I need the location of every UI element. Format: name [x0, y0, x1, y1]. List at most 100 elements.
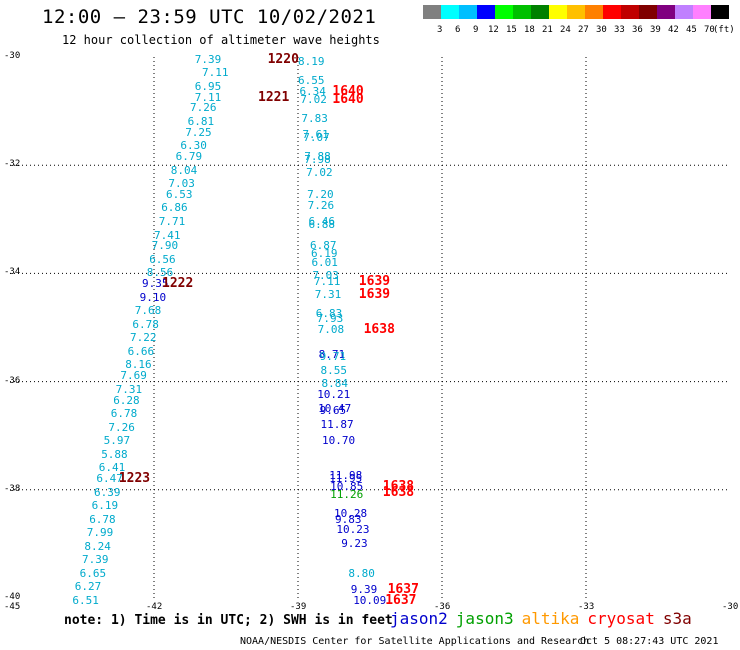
pass-time-label: 1637	[387, 581, 419, 597]
map-grid	[10, 57, 730, 598]
wave-height-value: 5.88	[101, 447, 128, 461]
color-swatch	[657, 5, 675, 19]
wave-height-value: 7.71	[158, 215, 186, 228]
color-scale-unit: (ft)	[713, 25, 735, 35]
wave-height-value: 11.87	[320, 417, 354, 431]
page-title: 12:00 – 23:59 UTC 10/02/2021	[42, 6, 377, 28]
pass-time-label: 1223	[118, 470, 151, 486]
wave-height-value: 10.47	[318, 401, 352, 415]
wave-height-value: 6.28	[113, 393, 140, 407]
color-scale-label: 33	[614, 25, 625, 35]
footer-credit: NOAA/NESDIS Center for Satellite Applica…	[240, 636, 590, 647]
wave-height-value: 6.78	[89, 512, 116, 526]
wave-height-value: 7.39	[82, 553, 109, 567]
color-scale-label: 21	[542, 25, 553, 35]
color-swatch	[585, 5, 603, 19]
wave-height-value: 6.34	[299, 85, 326, 99]
wave-height-value: 6.78	[110, 407, 138, 421]
color-scale-label: 42	[668, 25, 679, 35]
wave-height-value: 7.39	[194, 52, 222, 66]
wave-height-value: 7.99	[86, 526, 114, 540]
wave-height-value: 7.07	[303, 131, 330, 145]
wave-height-value: 6.79	[175, 150, 203, 164]
color-swatch	[477, 5, 495, 19]
color-scale-label: 15	[506, 25, 517, 35]
legend-altika: altika	[521, 609, 580, 628]
legend-cryosat: cryosat	[587, 609, 655, 628]
wave-height-value: 7.98	[304, 152, 331, 166]
lon-tick-label: -36	[434, 602, 451, 612]
color-scale-label: 6	[455, 25, 461, 35]
wave-height-value: 6.51	[72, 593, 99, 607]
wave-height-value: 7.68	[134, 304, 162, 318]
wave-height-value: 6.27	[74, 580, 102, 594]
wave-height-value: 8.80	[348, 566, 375, 580]
lat-tick-label: -32	[4, 159, 21, 170]
wave-height-value: 10.28	[334, 507, 368, 521]
wave-height-value: 10.85	[330, 480, 364, 494]
color-swatch	[531, 5, 549, 19]
wave-height-value: 7.11	[313, 274, 341, 288]
wave-height-value: 6.65	[79, 566, 107, 580]
wave-height-value: 9.83	[334, 512, 362, 526]
wave-height-value: 7.08	[317, 323, 345, 337]
lon-tick-label: -33	[578, 602, 595, 612]
color-scale-label: 12	[488, 25, 499, 35]
wave-height-value: 6.19	[91, 499, 119, 513]
wave-height-value: 6.46	[308, 215, 336, 228]
wave-height-value: 6.47	[96, 471, 123, 485]
wave-height-value: 7.31	[115, 382, 143, 396]
wave-height-value: 8.55	[320, 363, 348, 377]
lon-tick-label: -42	[146, 602, 163, 612]
color-scale-label: 36	[632, 25, 643, 35]
wave-height-value: 9.71	[319, 350, 347, 364]
lon-tick-label: -30	[722, 602, 739, 612]
color-swatch	[603, 5, 621, 19]
wave-height-value: 8.04	[170, 163, 198, 177]
wave-height-value: 6.30	[180, 139, 207, 153]
wave-height-value: 6.95	[194, 79, 222, 93]
wave-height-value: 6.86	[161, 201, 188, 215]
wave-height-value: 7.41	[154, 228, 181, 242]
pass-time-label: 1220	[267, 51, 299, 67]
wave-height-value: 8.24	[84, 539, 111, 553]
wave-height-value: 6.39	[94, 485, 121, 499]
wave-height-value: 10.70	[322, 434, 356, 448]
footnote: note: 1) Time is in UTC; 2) SWH is in fe…	[64, 613, 393, 628]
color-swatch	[459, 5, 477, 19]
lon-tick-label: -39	[290, 602, 307, 612]
color-swatch	[441, 5, 459, 19]
wave-height-value: 6.55	[298, 74, 325, 88]
wave-height-value: 7.02	[300, 93, 327, 107]
wave-height-value: 7.69	[120, 369, 147, 383]
wave-height-value: 10.21	[317, 388, 351, 402]
pass-time-label: 1638	[382, 479, 415, 495]
wave-height-value: 7.03	[312, 269, 339, 283]
wave-height-value: 6.53	[166, 187, 193, 201]
wave-height-value: 7.11	[202, 66, 229, 80]
wave-height-value: 7.61	[302, 128, 329, 142]
lat-tick-label: -30	[4, 51, 21, 61]
color-swatch	[675, 5, 693, 19]
pass-time-label: 1221	[258, 89, 290, 105]
wave-height-value: 6.19	[310, 247, 338, 261]
wave-height-value: 6.66	[127, 344, 155, 358]
wave-height-value: 7.22	[130, 331, 157, 345]
legend-jason2: jason2	[390, 609, 448, 628]
color-swatch	[711, 5, 729, 19]
color-swatch	[549, 5, 567, 19]
legend-s3a: s3a	[662, 609, 692, 628]
wave-height-value: 6.01	[311, 255, 338, 269]
color-swatch	[693, 5, 711, 19]
wave-height-value: 7.25	[185, 125, 212, 139]
color-scale-label: 9	[473, 25, 479, 35]
wave-height-value: 7.88	[304, 150, 331, 164]
wave-height-value: 9.39	[350, 582, 378, 596]
pass-time-label: 1638	[363, 322, 395, 338]
wave-height-value: 6.83	[315, 306, 343, 320]
color-swatch	[639, 5, 657, 19]
wave-height-value: 7.20	[307, 187, 334, 201]
color-scale-label: 30	[596, 25, 607, 35]
color-scale-label: 18	[524, 25, 535, 35]
color-swatch	[621, 5, 639, 19]
